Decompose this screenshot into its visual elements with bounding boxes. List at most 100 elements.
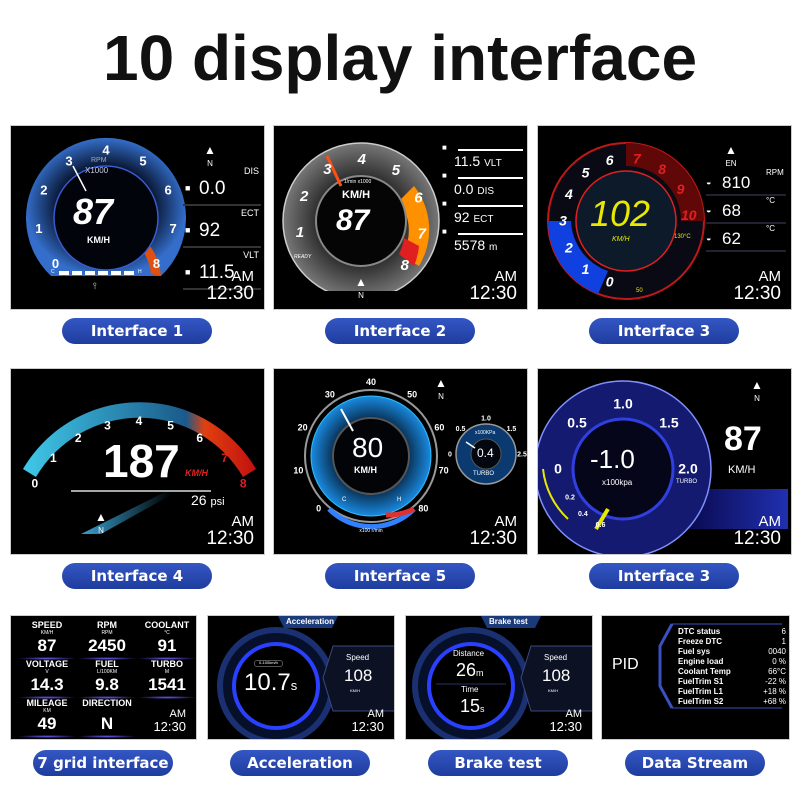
- pid-value: 66°C: [768, 667, 786, 676]
- pid-value: +18 %: [763, 687, 786, 696]
- gauge-tick-label: 50: [407, 389, 417, 399]
- cell-value: 2450: [88, 636, 126, 655]
- compass-direction: N: [358, 291, 364, 300]
- page-title: 10 display interface: [102, 22, 698, 94]
- gauge-tick-label: 2: [40, 183, 47, 198]
- compass-direction: N: [438, 392, 444, 401]
- pid-value: -22 %: [765, 677, 786, 686]
- interface-3-label[interactable]: Interface 3: [589, 318, 739, 344]
- readout-unit: DIS: [477, 186, 495, 197]
- interface-5-label[interactable]: Interface 5: [325, 563, 475, 589]
- distance-label: Distance: [453, 649, 485, 658]
- gauge-tick-label: 5: [139, 153, 146, 168]
- gauge-tick-label: 0: [606, 274, 614, 290]
- gauge-tick-label: 4: [357, 151, 367, 168]
- readout-value: 92: [199, 220, 221, 241]
- gauge-tick-label: 7: [418, 225, 427, 242]
- turbo-label: TURBO: [676, 479, 697, 485]
- speed-label: Speed: [544, 653, 568, 662]
- clock-time: 12:30: [153, 719, 186, 734]
- cell-unit: V: [45, 669, 49, 675]
- interface-1-label[interactable]: Interface 1: [62, 318, 212, 344]
- compass: ▲ EN: [722, 144, 740, 168]
- speed-needle: [340, 408, 354, 432]
- brake-test-label[interactable]: Brake test: [428, 750, 568, 776]
- pid-row: FuelTrim L1 +18 %: [678, 687, 786, 698]
- readout-number: 5578: [454, 237, 486, 253]
- pid-value: 0040: [768, 647, 786, 656]
- clock-time: 12:30: [206, 528, 254, 549]
- cell-value: 9.8: [95, 675, 119, 694]
- grid-cell: SPEED KM/H 87: [17, 620, 77, 660]
- gauge-tick-label: 7: [221, 451, 228, 465]
- acceleration-panel: Acceleration 0-100km/h 10.7s Speed 108 K…: [207, 615, 395, 740]
- pid-key: FuelTrim S1: [678, 677, 724, 686]
- gauge-tick-label: 5: [392, 162, 401, 179]
- readout-row: ■ 5578 m: [442, 228, 527, 256]
- readout-value: 0.0 DIS: [454, 181, 495, 197]
- north-arrow-icon: ▲: [435, 376, 447, 390]
- gauge-tick-label: 6: [196, 431, 203, 445]
- battery-icon: ■: [442, 143, 447, 152]
- gauge-tick-label: 5: [167, 418, 174, 432]
- interface-6-label[interactable]: Interface 3: [589, 563, 739, 589]
- gauge-tick-label: 8: [240, 477, 247, 491]
- speed-value: 108: [344, 666, 373, 685]
- acceleration-unit: s: [290, 678, 298, 693]
- readout-row: ECT ■ 92: [183, 208, 261, 248]
- battery-icon: ■: [185, 267, 191, 277]
- temp-low-label: 50: [636, 288, 643, 294]
- gauge-tick-label: 8: [658, 161, 666, 177]
- cell-unit: RPM: [101, 630, 113, 636]
- data-stream-label[interactable]: Data Stream: [625, 750, 765, 776]
- clock-time: 12:30: [549, 719, 582, 734]
- seven-grid-label[interactable]: 7 grid interface: [33, 750, 173, 776]
- acceleration-label[interactable]: Acceleration: [230, 750, 370, 776]
- temp-hot-label: H: [397, 497, 402, 503]
- cell-label: MILEAGE: [26, 698, 68, 708]
- compass-direction: N: [98, 526, 104, 535]
- north-arrow-icon: ▲: [355, 275, 367, 289]
- clock-ampm: AM: [169, 708, 187, 720]
- boost-unit: psi: [210, 496, 225, 508]
- coolant-icon: ■: [442, 199, 447, 208]
- readout-number: 92: [454, 209, 470, 225]
- turbo-label: TURBO: [473, 471, 494, 477]
- speed-label: Speed: [346, 653, 370, 662]
- readout-row: ■ 11.5 VLT: [442, 144, 527, 172]
- pid-row: DTC status 6: [678, 627, 786, 638]
- cell-label: TURBO: [151, 659, 183, 669]
- readout-row: VLT ■ 11.5: [183, 250, 261, 290]
- coolant-icon: ⫯: [93, 281, 97, 291]
- pid-title: PID: [612, 656, 639, 673]
- readout-value: 11.5: [199, 262, 235, 283]
- clock-time: 12:30: [733, 528, 781, 549]
- oil-icon: ◒: [706, 233, 712, 243]
- readout-row: DIS ■ 0.0: [183, 166, 261, 206]
- gauge-tick-label: 0: [31, 477, 38, 491]
- acceleration-header: Acceleration: [286, 617, 335, 626]
- coolant-icon: ◒: [706, 205, 712, 215]
- speed-unit: KM/H: [354, 465, 377, 475]
- interface-2-label[interactable]: Interface 2: [325, 318, 475, 344]
- compass-direction: EN: [725, 159, 737, 168]
- temp-cold-label: C: [51, 269, 55, 275]
- gauge-tick-label: 4: [102, 142, 110, 157]
- pid-key: Coolant Temp: [678, 667, 731, 676]
- turbo-value: -1.0: [590, 444, 635, 474]
- interface-4-label[interactable]: Interface 4: [62, 563, 212, 589]
- compass: ▲ N: [94, 511, 108, 535]
- grid-cell: VOLTAGE V 14.3: [17, 659, 77, 699]
- pid-key: FuelTrim S2: [678, 697, 724, 706]
- distance-unit: m: [476, 668, 484, 678]
- temp-hot-label: H: [138, 269, 142, 275]
- gauge-tick-label: 3: [559, 213, 567, 229]
- rpm-icon: ◒: [706, 177, 712, 187]
- clock-ampm: AM: [565, 708, 583, 720]
- seven-grid-panel: SPEED KM/H 87 RPM RPM 2450 COOLANT °C 91…: [10, 615, 197, 740]
- pid-key: FuelTrim L1: [678, 687, 723, 696]
- rpm-arc-gauge: 01 2 3 4 5 6 78: [23, 402, 256, 534]
- time-readout: 15s: [460, 696, 485, 717]
